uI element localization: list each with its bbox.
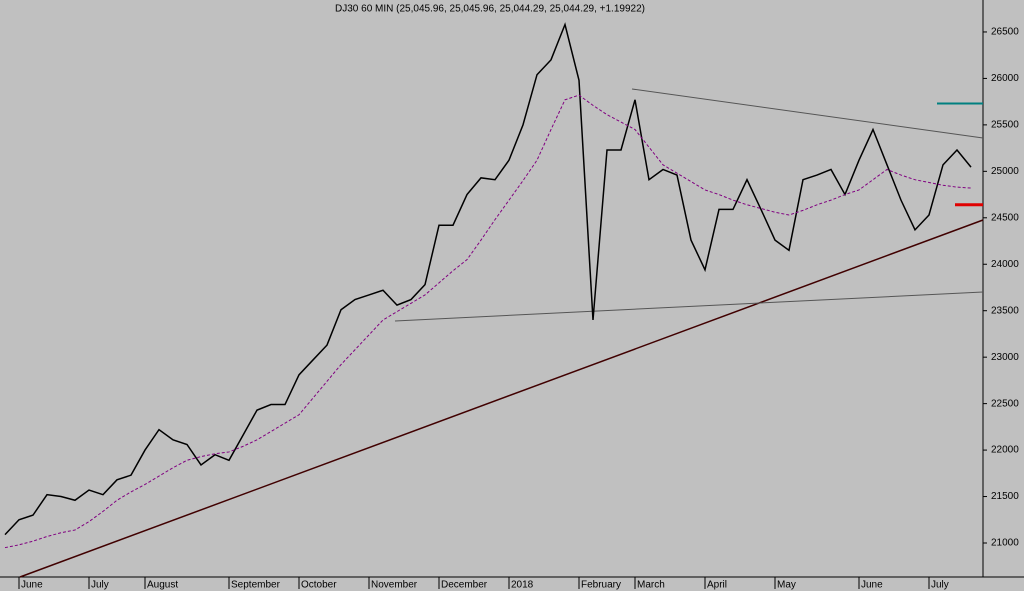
x-tick-label: March: [637, 580, 665, 591]
y-tick-label: 22000: [991, 445, 1019, 456]
trend-line: [394, 291, 984, 322]
y-tick-label: 24500: [991, 212, 1019, 223]
y-tick-label: 24000: [991, 259, 1019, 270]
x-tick-label: July: [931, 580, 949, 591]
x-tick-label: May: [777, 580, 796, 591]
x-tick-label: June: [21, 580, 43, 591]
x-tick-label: October: [301, 580, 337, 591]
x-tick-label: July: [91, 580, 109, 591]
x-tick-label: April: [707, 580, 727, 591]
y-tick-label: 26500: [991, 27, 1019, 38]
x-tick-label: November: [371, 580, 418, 591]
y-tick-label: 23500: [991, 305, 1019, 316]
trend-line: [631, 88, 984, 139]
y-tick-label: 25500: [991, 120, 1019, 131]
series-line: [4, 22, 972, 536]
y-tick-label: 21000: [991, 538, 1019, 549]
y-tick-label: 23000: [991, 352, 1019, 363]
y-tick-label: 25000: [991, 166, 1019, 177]
x-tick-label: June: [861, 580, 883, 591]
y-tick-label: 26000: [991, 73, 1019, 84]
x-tick-label: February: [581, 580, 621, 591]
x-tick-label: December: [441, 580, 488, 591]
y-tick-label: 22500: [991, 398, 1019, 409]
x-tick-label: September: [231, 580, 281, 591]
trend-line: [19, 219, 984, 578]
y-tick-label: 21500: [991, 491, 1019, 502]
x-tick-label: 2018: [511, 580, 534, 591]
x-tick-label: August: [147, 580, 178, 591]
chart-title: DJ30 60 MIN (25,045.96, 25,045.96, 25,04…: [335, 4, 645, 15]
series-line: [4, 94, 972, 549]
